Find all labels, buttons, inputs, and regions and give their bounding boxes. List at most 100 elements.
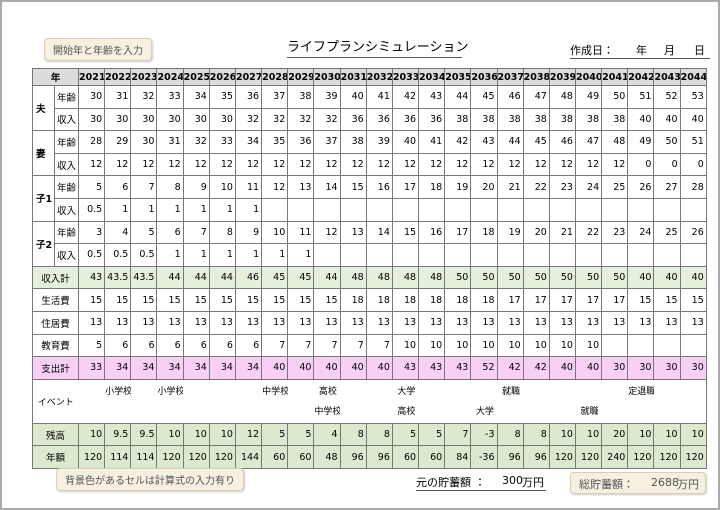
value-cell: 30 — [78, 107, 106, 132]
value-cell: 15 — [182, 288, 210, 312]
value-cell: 22 — [522, 175, 550, 199]
year-cell: 2032 — [365, 68, 393, 86]
value-cell: 114 — [104, 445, 132, 469]
value-cell: 12 — [261, 175, 289, 199]
value-cell: 42 — [522, 356, 550, 380]
value-cell: 0 — [679, 152, 707, 177]
value-cell: 36 — [391, 107, 420, 132]
title: ライフプランシミュレーション — [287, 36, 468, 58]
value-cell: 40 — [391, 130, 420, 154]
value-cell: 13 — [78, 310, 106, 335]
value-cell: 5 — [287, 422, 315, 447]
value-cell — [261, 197, 289, 222]
row-label: 年齢 — [53, 130, 80, 154]
value-cell: 34 — [234, 356, 263, 380]
value-cell: 45 — [287, 265, 315, 290]
value-cell: 38 — [522, 107, 550, 132]
value-cell: 14 — [313, 175, 341, 199]
value-cell: 42 — [496, 356, 524, 380]
event-text: 中学校 — [314, 406, 341, 417]
year-label: 年 — [636, 44, 647, 57]
value-cell — [653, 243, 681, 267]
value-cell: 39 — [313, 85, 341, 109]
value-cell: 40 — [574, 356, 603, 380]
year-cell: 2038 — [522, 68, 550, 86]
value-cell: 43 — [418, 85, 446, 109]
value-cell: 12 — [601, 152, 629, 177]
event-text: 就職 — [580, 406, 599, 417]
value-cell: 84 — [444, 445, 472, 469]
value-cell: 240 — [601, 445, 629, 469]
value-cell: 7 — [365, 333, 393, 358]
value-cell: 15 — [339, 175, 367, 199]
value-cell: 5 — [418, 422, 446, 447]
value-cell: 13 — [496, 310, 524, 335]
value-cell: 43 — [418, 356, 446, 380]
value-cell: 13 — [444, 310, 472, 335]
value-cell: 28 — [679, 175, 707, 199]
person-row: 収入 0.5 1 1 1 1 1 1 — [33, 197, 707, 222]
value-cell: 7 — [339, 333, 367, 358]
value-cell: 6 — [104, 175, 132, 199]
event-cell — [340, 378, 367, 424]
event-text: 小学校 — [105, 386, 131, 397]
row-label: 収入 — [53, 197, 80, 222]
event-cell: 高校 中学校 — [313, 378, 341, 424]
value-cell: 12 — [391, 152, 420, 177]
value-cell: 38 — [470, 107, 498, 132]
total-label: 総貯蓄額： — [579, 478, 634, 491]
value-cell — [653, 197, 681, 222]
event-cell — [680, 378, 707, 424]
input-note: 開始年と年齢を入力 — [44, 38, 152, 61]
value-cell: 17 — [548, 288, 576, 312]
value-cell: 13 — [679, 310, 707, 335]
value-cell: 6 — [234, 333, 263, 358]
event-cell: 就職 — [497, 378, 524, 424]
value-cell: 20 — [470, 175, 498, 199]
value-cell: 15 — [78, 288, 106, 312]
value-cell: 1 — [287, 243, 315, 267]
value-cell: 10 — [391, 333, 420, 358]
value-cell: 32 — [313, 107, 341, 132]
summary-row: 教育費 5 6 6 6 6 6 6 7 7 7 7 7 10 10 10 10 10 10 10 10 — [31, 333, 707, 358]
total-unit: 万円 — [677, 478, 699, 491]
created-date: 作成日： 年 月 日 — [570, 42, 710, 59]
value-cell: 18 — [391, 288, 420, 312]
value-cell: 12 — [182, 152, 210, 177]
value-cell: 12 — [365, 152, 393, 177]
value-cell: 1 — [156, 197, 184, 222]
value-cell: 60 — [418, 445, 446, 469]
value-cell: 96 — [522, 445, 550, 469]
value-cell: 16 — [365, 175, 393, 199]
value-cell: 13 — [287, 310, 315, 335]
value-cell: 6 — [182, 333, 210, 358]
formula-note: 背景色があるセルは計算式の入力有り — [56, 468, 244, 491]
value-cell: 1 — [156, 243, 184, 267]
person-label: 夫 — [32, 84, 55, 132]
value-cell: 8 — [522, 422, 550, 447]
value-cell: 7 — [444, 422, 472, 447]
value-cell: 15 — [234, 288, 263, 312]
value-cell: 13 — [522, 310, 550, 335]
value-cell: 10 — [627, 422, 655, 447]
event-cell: 小学校 — [156, 378, 184, 424]
value-cell: 52 — [653, 85, 681, 109]
value-cell: 51 — [627, 85, 655, 109]
value-cell — [496, 243, 524, 267]
value-cell: 32 — [287, 107, 315, 132]
year-cell: 2034 — [418, 68, 446, 86]
event-cell: 中学校 — [261, 378, 288, 424]
value-cell: 32 — [261, 107, 289, 132]
value-cell: 60 — [261, 445, 289, 469]
value-cell: 23 — [601, 220, 629, 245]
value-cell: 46 — [496, 85, 524, 109]
value-cell: 46 — [548, 130, 576, 154]
value-cell: 15 — [391, 220, 420, 245]
value-cell: 44 — [156, 265, 184, 290]
event-cell: 大学 高校 — [392, 378, 419, 424]
value-cell — [287, 197, 315, 222]
value-cell: 10 — [653, 422, 681, 447]
value-cell: 8 — [208, 220, 236, 245]
value-cell: 7 — [261, 333, 289, 358]
value-cell: 43 — [78, 265, 106, 290]
